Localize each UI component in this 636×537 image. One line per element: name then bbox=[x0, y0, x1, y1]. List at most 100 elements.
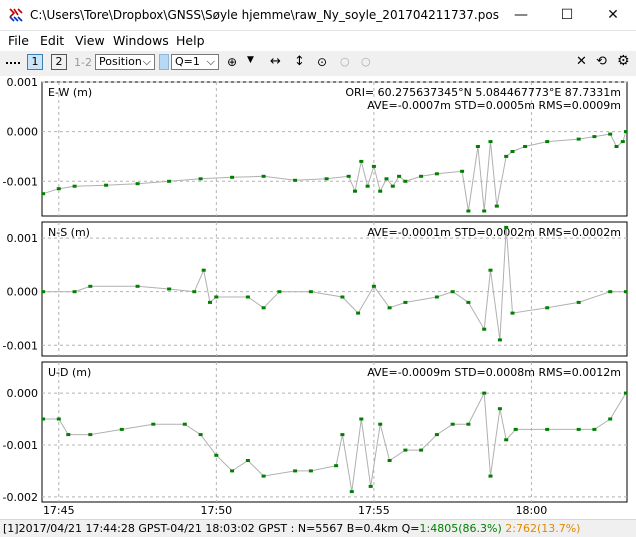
data-point bbox=[261, 174, 266, 178]
data-point bbox=[390, 184, 395, 188]
solution-2-label: 2 bbox=[55, 55, 63, 68]
time-series-plot[interactable]: 0.001 0.000 -0.001 E-W (m) ORI= 60.275637345… bbox=[0, 76, 636, 519]
minimize-button[interactable]: — bbox=[498, 0, 544, 30]
center-dropdown-icon[interactable]: ▼ bbox=[247, 55, 254, 65]
data-point bbox=[378, 422, 383, 426]
data-point bbox=[450, 422, 455, 426]
data-point bbox=[488, 474, 493, 478]
close-button[interactable]: ✕ bbox=[590, 0, 636, 30]
y-tick-label: 0.001 bbox=[7, 232, 39, 245]
data-point bbox=[88, 284, 93, 288]
y-tick-label: 0.000 bbox=[7, 286, 39, 299]
x-tick-label: 17:55 bbox=[358, 504, 390, 517]
fit-horizontal-icon[interactable]: ↔ bbox=[270, 54, 281, 69]
data-point bbox=[201, 268, 206, 272]
data-point bbox=[56, 417, 61, 421]
data-point bbox=[42, 290, 46, 294]
data-point bbox=[403, 448, 408, 452]
data-point bbox=[475, 145, 480, 148]
data-point bbox=[119, 427, 124, 431]
panel-frame bbox=[41, 81, 628, 217]
data-point bbox=[151, 422, 156, 426]
data-point bbox=[545, 306, 550, 310]
quality-value: Q=1 bbox=[175, 55, 200, 68]
minimize-icon: — bbox=[514, 7, 528, 23]
fit-vertical-icon[interactable]: ↕ bbox=[294, 54, 305, 69]
data-point bbox=[460, 169, 465, 173]
y-tick-label: 0.000 bbox=[7, 126, 39, 139]
data-point bbox=[576, 300, 581, 304]
data-point bbox=[245, 459, 250, 462]
data-point bbox=[214, 295, 219, 299]
solution-1-2-button[interactable]: 1-2 bbox=[74, 56, 92, 69]
data-point bbox=[293, 469, 298, 473]
clear-icon[interactable]: ✕ bbox=[576, 54, 587, 69]
series-group bbox=[42, 130, 627, 213]
data-point bbox=[324, 177, 329, 181]
x-tick-label: 18:00 bbox=[516, 504, 548, 517]
data-point bbox=[72, 290, 77, 294]
data-point bbox=[576, 427, 581, 431]
data-point bbox=[340, 295, 345, 299]
data-point bbox=[419, 174, 424, 178]
fix-cent-icon[interactable]: ○ bbox=[361, 55, 371, 68]
data-point bbox=[387, 306, 392, 310]
maximize-button[interactable]: ☐ bbox=[544, 0, 590, 30]
center-origin-icon[interactable]: ⊕ bbox=[227, 55, 238, 69]
data-point bbox=[510, 311, 515, 315]
data-point bbox=[614, 145, 619, 148]
gear-icon[interactable]: ⚙ bbox=[617, 53, 630, 69]
menu-windows[interactable]: Windows bbox=[113, 33, 169, 48]
data-point bbox=[104, 183, 109, 187]
data-point bbox=[371, 284, 376, 288]
data-point bbox=[497, 338, 502, 342]
show-track-icon[interactable]: ⊙ bbox=[317, 55, 328, 69]
chevron-down-icon: ⌵ bbox=[142, 55, 151, 68]
data-point bbox=[308, 290, 313, 294]
y-tick-label: -0.001 bbox=[3, 175, 38, 188]
data-point bbox=[359, 417, 364, 421]
plot-area[interactable]: 0.001 0.000 -0.001 E-W (m) ORI= 60.275637345… bbox=[0, 76, 636, 519]
plot-type-value: Position bbox=[99, 55, 142, 68]
data-point bbox=[340, 433, 345, 437]
data-point bbox=[466, 422, 471, 426]
connect-lines-icon[interactable] bbox=[6, 59, 20, 67]
data-point bbox=[466, 209, 471, 213]
data-point bbox=[66, 433, 71, 437]
data-point bbox=[497, 407, 502, 411]
data-point bbox=[494, 204, 499, 208]
data-point bbox=[42, 417, 46, 421]
quality-select[interactable]: Q=1 ⌵ bbox=[171, 54, 219, 70]
status-q1: 1:4805(86.3%) bbox=[419, 522, 502, 535]
plot-type-select[interactable]: Position ⌵ bbox=[95, 54, 155, 70]
solution-2-button[interactable]: 2 bbox=[51, 54, 67, 70]
data-point bbox=[42, 192, 46, 196]
fix-center-icon[interactable]: ○ bbox=[340, 55, 350, 68]
solution-1-button[interactable]: 1 bbox=[27, 54, 43, 70]
solution-1-label: 1 bbox=[31, 55, 39, 68]
menu-help[interactable]: Help bbox=[176, 33, 205, 48]
data-point bbox=[504, 438, 509, 442]
data-point bbox=[488, 140, 493, 144]
reload-icon[interactable]: ⟲ bbox=[596, 54, 607, 69]
stats-text: AVE=-0.0001m STD=0.0002m RMS=0.0002m bbox=[367, 226, 621, 239]
data-point bbox=[434, 172, 439, 176]
series-group bbox=[42, 225, 627, 342]
window-title: C:\Users\Tore\Dropbox\GNSS\Søyle hjemme\… bbox=[30, 8, 499, 22]
data-point bbox=[403, 179, 408, 183]
data-point bbox=[397, 174, 402, 178]
data-point bbox=[261, 306, 266, 310]
data-point bbox=[365, 184, 370, 188]
data-point bbox=[523, 145, 528, 148]
stats-text: AVE=-0.0009m STD=0.0008m RMS=0.0012m bbox=[367, 366, 621, 379]
data-point bbox=[545, 140, 550, 144]
data-point bbox=[346, 174, 351, 178]
menu-view[interactable]: View bbox=[75, 33, 105, 48]
status-q2: 2:762(13.7%) bbox=[505, 522, 581, 535]
data-point bbox=[245, 295, 250, 299]
menu-edit[interactable]: Edit bbox=[40, 33, 65, 48]
menu-file[interactable]: File bbox=[8, 33, 29, 48]
data-point bbox=[434, 433, 439, 437]
x-tick-label: 17:45 bbox=[43, 504, 75, 517]
data-point bbox=[349, 490, 354, 494]
